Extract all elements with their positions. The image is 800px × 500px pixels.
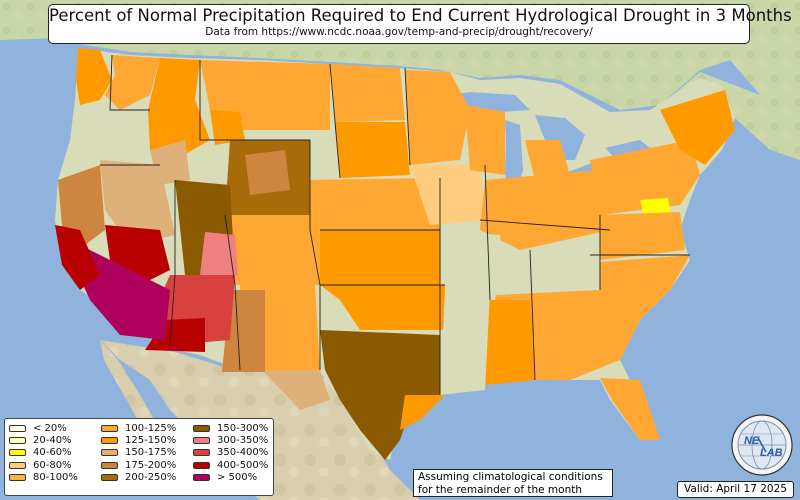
legend-item: 200-250% [101,472,176,484]
legend-label: 20-40% [33,435,72,447]
legend-label: 200-250% [125,472,177,484]
region-or [72,110,150,170]
legend-item: < 20% [9,422,78,434]
legend-swatch [101,449,118,457]
legend-label: 150-175% [125,447,177,459]
region-ks [320,230,440,285]
map-subtitle: Data from https://www.ncdc.noaa.gov/temp… [205,26,593,38]
region-mi [525,140,570,180]
region-wa-coast [76,48,112,105]
region-fl [600,378,660,440]
region-tn-ky [490,255,600,295]
region-nd [330,64,405,122]
legend-swatch [193,449,210,457]
legend-label: 400-500% [217,459,269,471]
legend-item: 20-40% [9,434,78,446]
title-box: Percent of Normal Precipitation Required… [48,4,792,44]
region-va-wv [600,212,685,260]
legend-swatch [193,437,210,445]
legend-column-3: 150-300% 300-350% 350-400% 400-500% > 500% [193,422,268,484]
legend-label: 150-300% [217,422,269,434]
region-ok [320,285,445,330]
region-ny-pa [590,140,700,215]
region-id [148,58,210,160]
region-mn [405,70,470,165]
legend-swatch [101,461,118,469]
legend-label: 80-100% [33,472,78,484]
region-co [225,215,320,285]
legend-label: 125-150% [125,435,177,447]
legend-item: 150-175% [101,447,176,459]
legend-label: 175-200% [125,459,177,471]
region-ne [310,178,440,230]
region-nv [100,160,175,245]
globe-icon: NE LAB [731,414,793,476]
legend-swatch [9,474,26,482]
region-wy-in [245,150,290,195]
logo-text-1: NE [744,435,760,447]
map-title: Percent of Normal Precipitation Required… [49,6,792,25]
assumption-line-1: Assuming climatological conditions [418,471,603,483]
legend-item: 60-80% [9,459,78,471]
legend: < 20% 20-40% 40-60% 60-80% 80-100% 100-125% 1… [4,418,274,496]
region-az-south [145,318,205,352]
legend-label: 60-80% [33,459,72,471]
legend-item: > 500% [193,472,268,484]
assumption-note: Assuming climatological conditions for t… [413,469,613,497]
legend-swatch [193,474,210,482]
region-ca-coast [55,225,100,290]
region-tx-west [260,368,330,410]
legend-label: 100-125% [125,422,177,434]
legend-swatch [9,424,26,432]
region-ut-pink [200,232,238,275]
legend-column-1: < 20% 20-40% 40-60% 60-80% 80-100% [9,422,78,484]
region-sd [335,122,410,178]
legend-item: 125-150% [101,434,176,446]
legend-swatch [193,424,210,432]
legend-swatch [101,474,118,482]
legend-item: 400-500% [193,459,268,471]
legend-swatch [101,424,118,432]
lake-huron [535,115,585,160]
region-ca-sierra [105,225,170,285]
region-mt-sw [210,110,245,145]
legend-swatch [9,461,26,469]
region-tx-coast [400,395,445,430]
region-ne-states [660,90,735,165]
state-borders [100,54,690,395]
legend-item: 100-125% [101,422,176,434]
region-wa-east [105,55,160,110]
region-il-in-oh [480,170,610,250]
legend-swatch [193,461,210,469]
legend-label: 40-60% [33,447,72,459]
region-al-ms [480,300,535,385]
assumption-line-2: for the remainder of the month [418,483,583,496]
legend-item: 150-300% [193,422,268,434]
valid-date: Valid: April 17 2025 [677,481,794,498]
region-nm-west [222,290,265,372]
region-tx-main [320,330,440,460]
legend-label: < 20% [33,422,67,434]
legend-label: > 500% [217,472,258,484]
legend-item: 40-60% [9,447,78,459]
legend-swatch [101,437,118,445]
legend-label: 300-350% [217,435,269,447]
legend-swatch [9,437,26,445]
legend-label: 350-400% [217,447,269,459]
legend-item: 300-350% [193,434,268,446]
legend-column-2: 100-125% 125-150% 150-175% 175-200% 200-250% [101,422,176,484]
region-ar-la [440,290,490,395]
region-wi [465,105,505,175]
legend-item: 80-100% [9,472,78,484]
legend-item: 175-200% [101,459,176,471]
legend-item: 350-400% [193,447,268,459]
legend-swatch [9,449,26,457]
lake-ontario [605,140,650,158]
region-ia [410,165,485,225]
lake-michigan [505,120,523,195]
